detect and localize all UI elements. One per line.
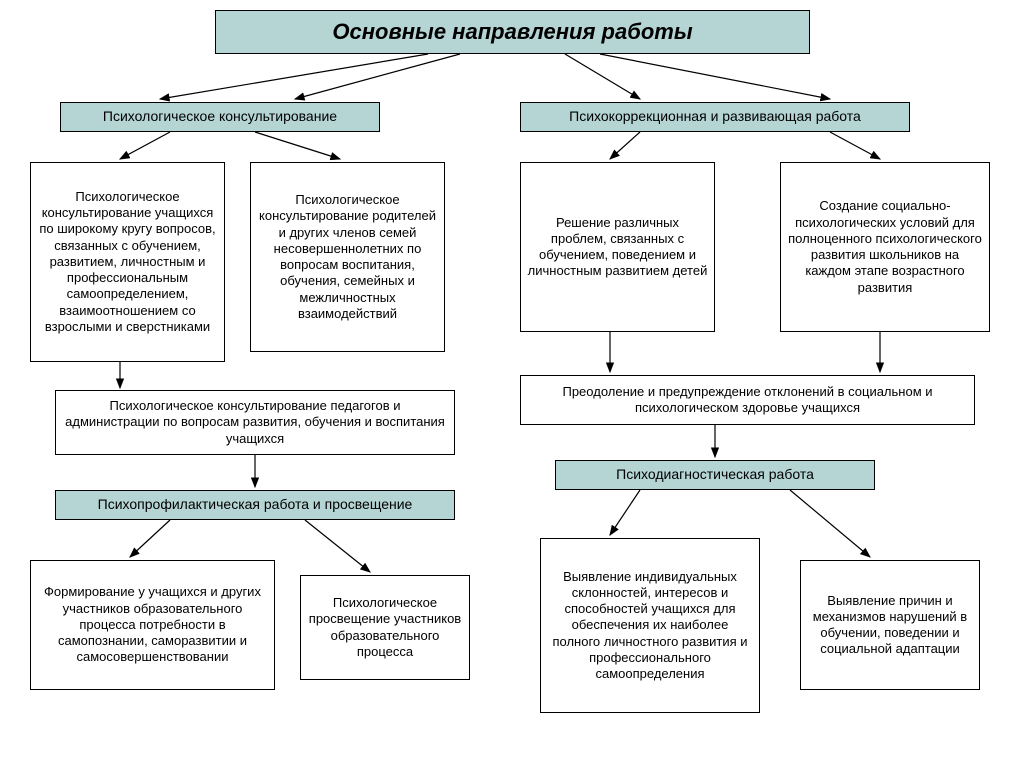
form-needs-box: Формирование у учащихся и других участни…: [30, 560, 275, 690]
solve-problems-box: Решение различных проблем, связанных с о…: [520, 162, 715, 332]
psychodiagnostic-header: Психодиагностическая работа: [555, 460, 875, 490]
psychocorr-header: Психокоррекционная и развивающая работа: [520, 102, 910, 132]
psych-consult-header: Психологическое консультирование: [60, 102, 380, 132]
psych-education-box: Психологическое просвещение участников о…: [300, 575, 470, 680]
consult-parents-box: Психологическое консультирование родител…: [250, 162, 445, 352]
consult-students-box: Психологическое консультирование учащихс…: [30, 162, 225, 362]
psychoprophylactic-header: Психопрофилактическая работа и просвещен…: [55, 490, 455, 520]
diagram-title: Основные направления работы: [215, 10, 810, 54]
consult-teachers-box: Психологическое консультирование педагог…: [55, 390, 455, 455]
identify-causes-box: Выявление причин и механизмов нарушений …: [800, 560, 980, 690]
create-conditions-box: Создание социально-психологических услов…: [780, 162, 990, 332]
prevent-deviations-box: Преодоление и предупреждение отклонений …: [520, 375, 975, 425]
identify-inclinations-box: Выявление индивидуальных склонностей, ин…: [540, 538, 760, 713]
